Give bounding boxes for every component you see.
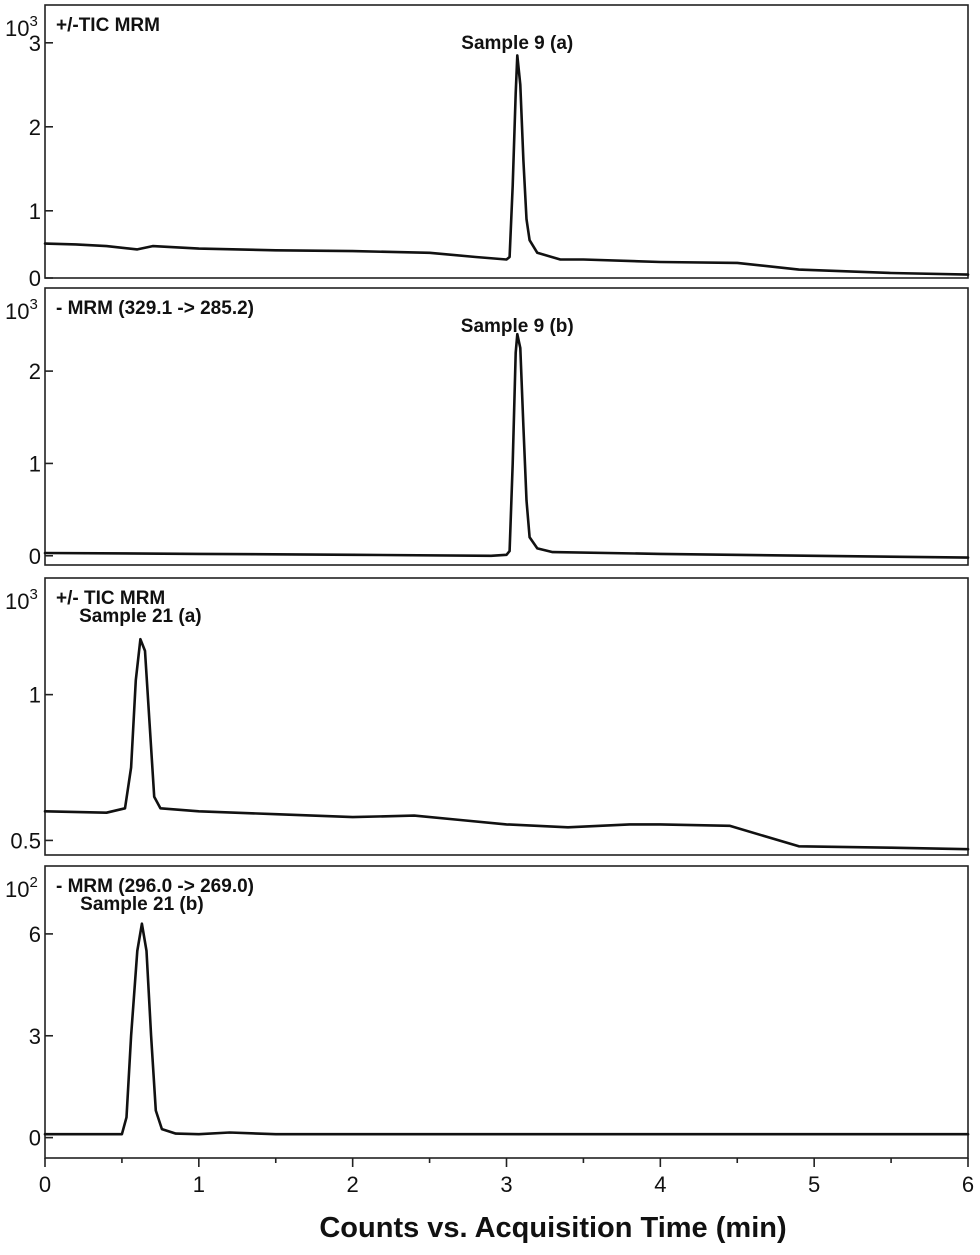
series-line-1: [43, 332, 970, 559]
y-tick-label: 0: [29, 544, 41, 569]
y-tick-label: 2: [29, 359, 41, 384]
x-tick-label: 3: [500, 1172, 512, 1197]
y-multiplier: 102: [5, 874, 38, 902]
y-multiplier-base: 10: [5, 877, 29, 902]
peak-label: Sample 9 (a): [461, 33, 573, 54]
x-tick-label: 2: [347, 1172, 359, 1197]
peak-label: Sample 21 (b): [80, 894, 204, 915]
peak-label: Sample 21 (a): [79, 606, 202, 627]
x-tick-label: 6: [962, 1172, 974, 1197]
trace-label: - MRM (329.1 -> 285.2): [56, 298, 254, 319]
panel-2: 0 1 2 103 - MRM (329.1 -> 285.2) Sample 9 (b): [5, 287, 970, 569]
y-multiplier: 103: [5, 586, 38, 614]
y-tick-label: 0: [29, 266, 41, 291]
y-tick-label: 0.5: [10, 828, 41, 853]
panel-frame: [44, 287, 969, 566]
y-multiplier: 103: [5, 296, 38, 324]
y-tick-label: 6: [29, 922, 41, 947]
x-axis: 0 1 2 3 4 5 6: [39, 1158, 974, 1197]
y-tick-label: 3: [29, 1024, 41, 1049]
series-line-1: [43, 54, 970, 276]
y-multiplier-base: 10: [5, 299, 29, 324]
panel-frame: [44, 4, 969, 279]
y-multiplier: 103: [5, 13, 38, 41]
y-multiplier-exponent: 3: [29, 13, 37, 30]
trace-label: +/- TIC MRM: [56, 588, 165, 609]
x-tick-label: 4: [654, 1172, 666, 1197]
y-tick-label: 1: [29, 683, 41, 708]
y-tick-label: 2: [29, 115, 41, 140]
peak-label: Sample 9 (b): [461, 316, 574, 337]
y-tick-label: 1: [29, 199, 41, 224]
panel-frame: [44, 577, 969, 856]
series-line-1: [43, 922, 970, 1136]
trace-label: +/-TIC MRM: [56, 15, 160, 36]
x-tick-label: 0: [39, 1172, 51, 1197]
y-multiplier-exponent: 3: [29, 586, 37, 603]
series-line-1: [43, 637, 970, 851]
y-tick-label: 1: [29, 451, 41, 476]
y-multiplier-base: 10: [5, 16, 29, 41]
x-axis-title: Counts vs. Acquisition Time (min): [319, 1212, 786, 1244]
y-tick-label: 3: [29, 31, 41, 56]
x-tick-label: 5: [808, 1172, 820, 1197]
y-multiplier-base: 10: [5, 589, 29, 614]
trace-label: - MRM (296.0 -> 269.0): [56, 876, 254, 897]
y-tick-label: 0: [29, 1126, 41, 1151]
y-multiplier-exponent: 3: [29, 296, 37, 313]
x-tick-label: 1: [193, 1172, 205, 1197]
y-multiplier-exponent: 2: [29, 874, 37, 891]
